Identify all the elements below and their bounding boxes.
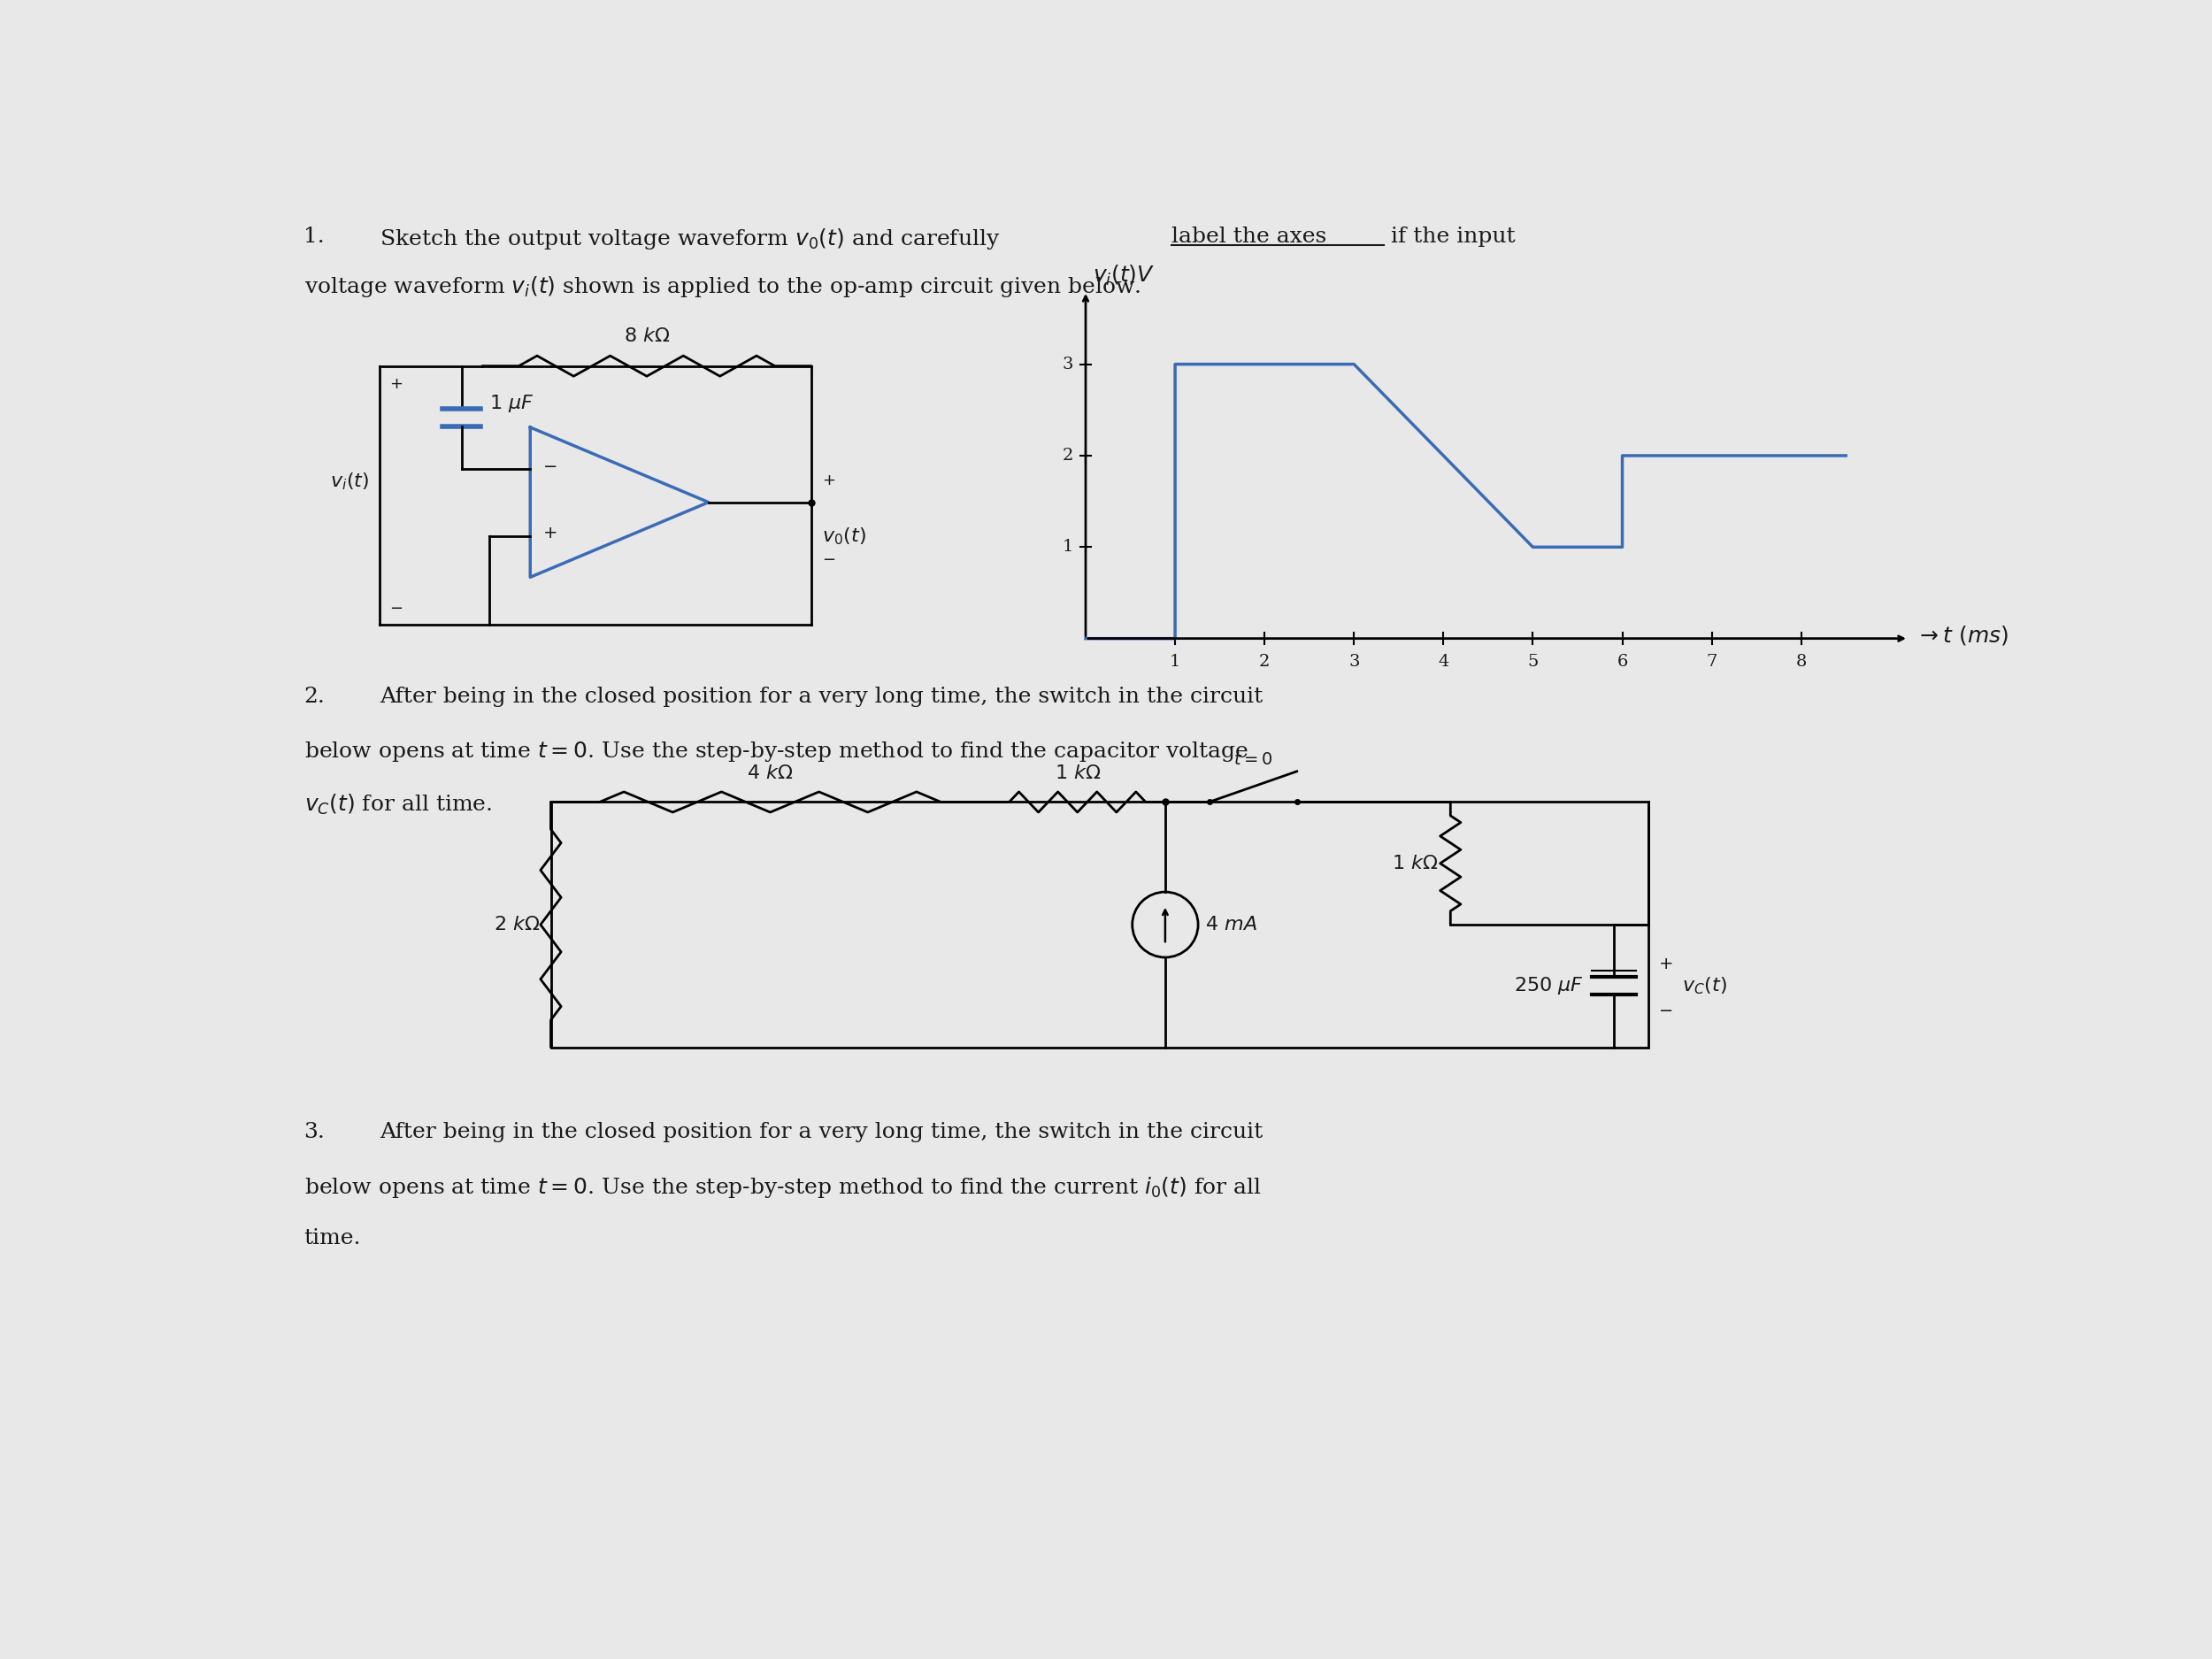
Text: 1.: 1. bbox=[303, 226, 325, 247]
Text: $v_0(t)$: $v_0(t)$ bbox=[821, 526, 865, 547]
Text: below opens at time $t=0$. Use the step-by-step method to find the current $i_0(: below opens at time $t=0$. Use the step-… bbox=[303, 1175, 1261, 1199]
Text: $+$: $+$ bbox=[821, 473, 836, 489]
Text: $t=0$: $t=0$ bbox=[1234, 752, 1272, 768]
Text: $250\ \mu F$: $250\ \mu F$ bbox=[1513, 975, 1584, 997]
Text: $v_i(t)$: $v_i(t)$ bbox=[330, 471, 369, 493]
Text: 2.: 2. bbox=[303, 687, 325, 707]
Text: $+$: $+$ bbox=[542, 526, 557, 541]
Text: below opens at time $t=0$. Use the step-by-step method to find the capacitor vol: below opens at time $t=0$. Use the step-… bbox=[303, 740, 1248, 763]
Text: $1\ k\Omega$: $1\ k\Omega$ bbox=[1391, 854, 1438, 873]
Text: Sketch the output voltage waveform $v_0(t)$ and carefully: Sketch the output voltage waveform $v_0(… bbox=[380, 226, 1000, 251]
Text: time.: time. bbox=[303, 1229, 361, 1249]
Text: 3: 3 bbox=[1062, 357, 1073, 372]
Text: $-$: $-$ bbox=[389, 599, 403, 615]
Text: 8: 8 bbox=[1796, 654, 1807, 670]
Text: $1\ \mu F$: $1\ \mu F$ bbox=[489, 393, 533, 415]
Text: After being in the closed position for a very long time, the switch in the circu: After being in the closed position for a… bbox=[380, 1121, 1263, 1143]
Text: 4: 4 bbox=[1438, 654, 1449, 670]
Text: 3: 3 bbox=[1349, 654, 1360, 670]
Text: $v_i(t)V$: $v_i(t)V$ bbox=[1093, 264, 1155, 287]
Text: 1: 1 bbox=[1062, 539, 1073, 556]
Text: $+$: $+$ bbox=[389, 377, 403, 392]
Text: $-$: $-$ bbox=[1659, 1002, 1672, 1017]
Text: 2: 2 bbox=[1062, 448, 1073, 463]
Text: After being in the closed position for a very long time, the switch in the circu: After being in the closed position for a… bbox=[380, 687, 1263, 707]
Text: $v_C(t)$ for all time.: $v_C(t)$ for all time. bbox=[303, 793, 491, 816]
Text: 6: 6 bbox=[1617, 654, 1628, 670]
Text: $-$: $-$ bbox=[821, 549, 836, 566]
Text: $-$: $-$ bbox=[542, 458, 557, 474]
Text: $+$: $+$ bbox=[1659, 956, 1672, 972]
Text: if the input: if the input bbox=[1385, 226, 1515, 247]
Text: 5: 5 bbox=[1526, 654, 1537, 670]
Text: 7: 7 bbox=[1705, 654, 1717, 670]
Text: $4\ k\Omega$: $4\ k\Omega$ bbox=[748, 763, 794, 783]
Text: $1\ k\Omega$: $1\ k\Omega$ bbox=[1055, 763, 1102, 783]
Text: $2\ k\Omega$: $2\ k\Omega$ bbox=[493, 914, 540, 934]
Text: 3.: 3. bbox=[303, 1121, 325, 1143]
Text: $\rightarrow t\ (ms)$: $\rightarrow t\ (ms)$ bbox=[1916, 624, 2008, 647]
Text: voltage waveform $v_i(t)$ shown is applied to the op-amp circuit given below.: voltage waveform $v_i(t)$ shown is appli… bbox=[303, 274, 1141, 299]
Text: label the axes: label the axes bbox=[1172, 226, 1327, 247]
Text: 2: 2 bbox=[1259, 654, 1270, 670]
Text: $8\ k\Omega$: $8\ k\Omega$ bbox=[624, 327, 670, 345]
Text: $v_C(t)$: $v_C(t)$ bbox=[1683, 975, 1728, 997]
Text: $4\ mA$: $4\ mA$ bbox=[1206, 914, 1256, 934]
Text: 1: 1 bbox=[1170, 654, 1181, 670]
